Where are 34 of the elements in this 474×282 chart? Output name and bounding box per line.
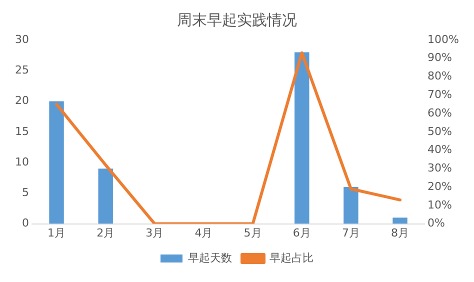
y2-tick-label: 90% — [428, 51, 452, 64]
legend-label: 早起占比 — [270, 251, 314, 264]
y-tick-label: 5 — [22, 186, 29, 200]
x-tick-label: 3月 — [146, 226, 164, 240]
x-tick-label: 8月 — [391, 226, 410, 240]
bar — [344, 187, 358, 224]
x-tick-label: 1月 — [48, 226, 66, 240]
x-tick-label: 4月 — [194, 226, 213, 240]
chart-title: 周末早起实践情况 — [177, 10, 297, 29]
y2-tick-label: 80% — [428, 70, 452, 83]
y2-tick-label: 100% — [428, 32, 460, 46]
y2-tick-label: 0% — [428, 216, 446, 230]
x-tick-label: 6月 — [292, 226, 311, 240]
y-tick-label: 25 — [14, 63, 29, 76]
bar — [294, 52, 310, 224]
y2-tick-label: 70% — [428, 88, 452, 101]
bar — [98, 168, 113, 224]
y2-tick-label: 30% — [428, 162, 452, 175]
y2-tick-label: 60% — [428, 106, 452, 120]
y-tick-label: 10 — [14, 155, 29, 168]
y-tick-label: 30 — [14, 32, 29, 46]
bar — [392, 218, 408, 224]
y-tick-label: 15 — [14, 124, 29, 138]
x-tick-label: 5月 — [244, 226, 262, 240]
y2-tick-label: 40% — [428, 143, 452, 156]
x-tick-label: 7月 — [342, 226, 360, 240]
bar — [49, 101, 64, 224]
y-tick-label: 20 — [14, 94, 29, 108]
x-tick-label: 2月 — [96, 226, 115, 240]
y2-tick-label: 50% — [428, 124, 452, 138]
y2-tick-label: 20% — [428, 180, 452, 193]
y-tick-label: 0 — [22, 216, 29, 230]
y2-tick-label: 10% — [428, 198, 452, 212]
legend-label: 早起天数 — [188, 251, 232, 264]
